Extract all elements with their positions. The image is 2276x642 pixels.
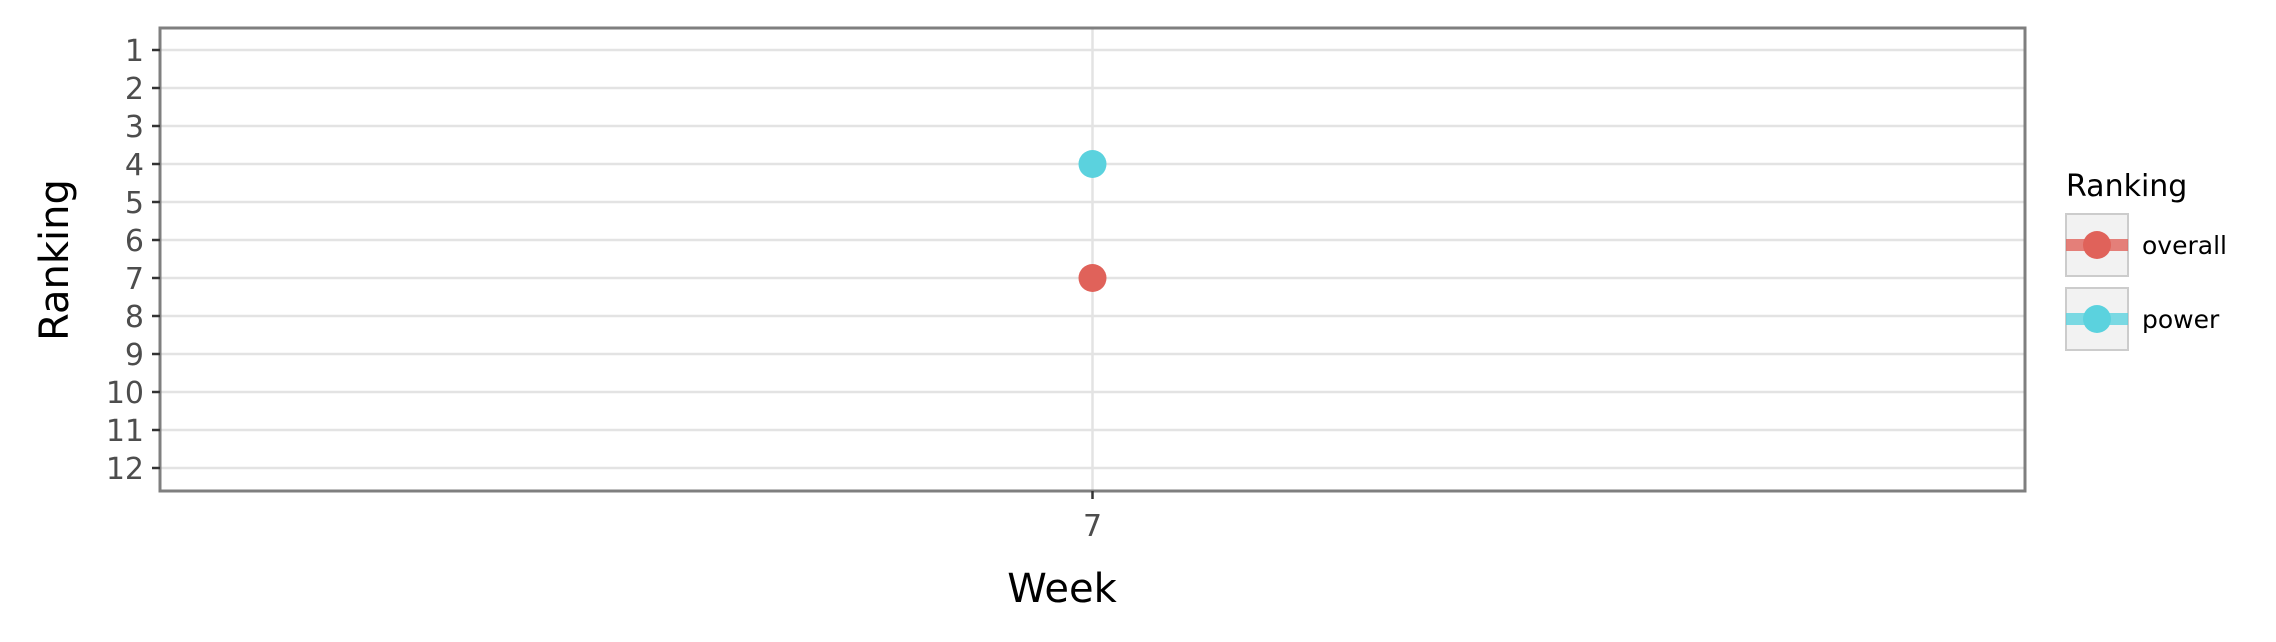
y-tick-label: 11: [106, 414, 144, 449]
y-tick-label: 10: [106, 376, 144, 411]
point-power: [1078, 150, 1107, 178]
data-points: [1078, 150, 1107, 292]
x-axis: 7: [1083, 491, 1102, 544]
legend-key-point: [2083, 305, 2111, 333]
legend-title: Ranking: [2066, 169, 2187, 204]
y-tick-label: 2: [125, 72, 144, 107]
legend-item-overall: overall: [2065, 213, 2227, 277]
y-tick-label: 12: [106, 452, 144, 487]
y-tick-label: 5: [125, 186, 144, 221]
legend: Ranking overall power: [2065, 169, 2227, 351]
legend-label: power: [2142, 305, 2220, 334]
plot-panel: [158, 26, 2027, 493]
y-axis-title: Ranking: [32, 179, 78, 341]
point-overall: [1078, 264, 1107, 292]
y-tick-label: 9: [125, 338, 144, 373]
y-tick-label: 3: [125, 110, 144, 145]
legend-label: overall: [2142, 231, 2227, 260]
legend-key-point: [2083, 231, 2111, 259]
legend-item-power: power: [2065, 287, 2220, 351]
x-axis-title: Week: [1007, 566, 1117, 612]
x-tick-label: 7: [1083, 509, 1102, 544]
y-tick-label: 8: [125, 300, 144, 335]
y-tick-label: 7: [125, 262, 144, 297]
y-tick-label: 1: [125, 34, 144, 69]
y-tick-label: 4: [125, 148, 144, 183]
y-tick-label: 6: [125, 224, 144, 259]
legend-items: overall power: [2065, 213, 2227, 351]
